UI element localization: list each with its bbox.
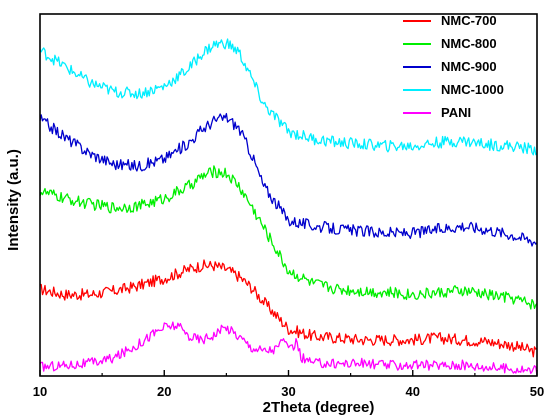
ticks-layer: 10 20 30 40 50 [33,370,544,399]
legend-label: PANI [441,105,471,120]
x-tick-label: 40 [406,384,420,399]
x-tick-label: 10 [33,384,47,399]
series-line-nmc-700 [39,259,538,358]
x-tick-label: 50 [530,384,544,399]
legend: NMC-700 NMC-800 NMC-900 NMC-1000 PANI [403,13,504,120]
x-tick-label: 30 [281,384,295,399]
series-line-nmc-1000 [39,38,538,156]
series-line-nmc-800 [39,165,538,310]
x-tick-label: 20 [157,384,171,399]
series-line-pani [39,321,538,376]
x-axis-label: 2Theta (degree) [263,399,375,416]
legend-label: NMC-1000 [441,82,504,97]
legend-label: NMC-800 [441,36,497,51]
legend-label: NMC-700 [441,13,497,28]
series-layer [39,38,538,376]
y-axis-label: Intensity (a.u.) [5,149,22,251]
legend-label: NMC-900 [441,59,497,74]
series-line-nmc-900 [39,112,538,247]
